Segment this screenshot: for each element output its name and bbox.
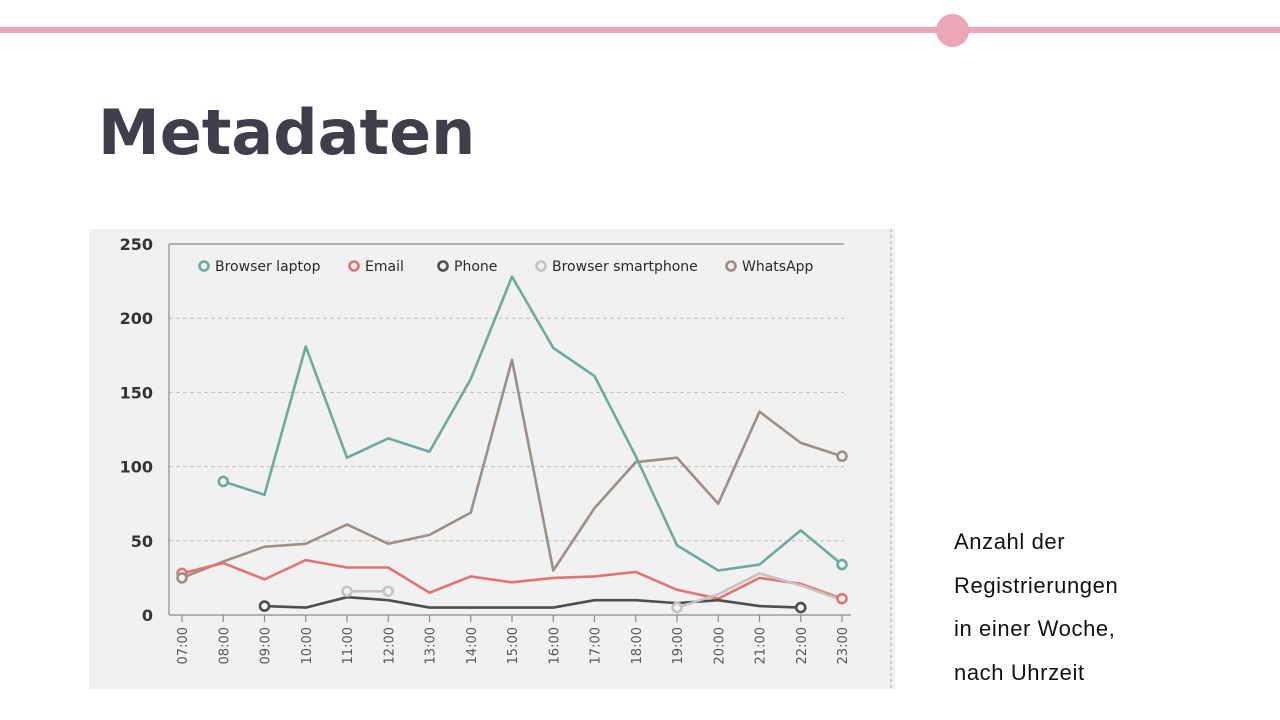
- y-tick-label: 50: [131, 532, 153, 551]
- x-tick-label: 19:00: [671, 627, 686, 664]
- legend-label: Browser laptop: [215, 259, 321, 275]
- legend-item: Browser laptop: [198, 259, 321, 275]
- x-tick-label: 20:00: [712, 627, 727, 664]
- caption-line: nach Uhrzeit: [954, 659, 1085, 685]
- x-tick-label: 18:00: [630, 627, 645, 664]
- x-tick-label: 11:00: [341, 627, 356, 664]
- series-marker: [258, 600, 271, 612]
- legend-label: Email: [365, 259, 404, 275]
- page-title: Metadaten: [98, 96, 476, 169]
- chart-legend: Browser laptop Email Phone Browser smartpho…: [198, 259, 814, 275]
- series-line-browser-smartphone: [675, 572, 844, 609]
- series-lines: [180, 275, 844, 609]
- x-tick-label: 09:00: [259, 627, 274, 664]
- chart-caption: Anzahl der Registrierungen in einer Woch…: [954, 520, 1214, 694]
- legend-marker: [725, 260, 737, 272]
- y-tick-label: 200: [120, 309, 153, 328]
- x-tick-label: 12:00: [382, 627, 397, 664]
- legend-item: Phone: [437, 259, 497, 275]
- legend-label: WhatsApp: [742, 259, 814, 275]
- legend-item: WhatsApp: [725, 259, 814, 275]
- legend-item: Email: [348, 259, 404, 275]
- top-accent-line: [0, 27, 1280, 33]
- series-marker: [217, 475, 230, 488]
- y-tick-label: 100: [120, 458, 153, 477]
- series-marker: [671, 601, 683, 614]
- legend-marker: [437, 260, 449, 272]
- series-line-whatsapp: [180, 358, 844, 580]
- series-marker: [836, 592, 848, 605]
- x-tick-label: 08:00: [217, 627, 232, 664]
- x-tick-label: 16:00: [547, 627, 562, 664]
- x-tick-label: 07:00: [176, 627, 191, 664]
- x-tick-label: 22:00: [795, 627, 810, 664]
- y-tick-label: 250: [120, 235, 153, 254]
- series-marker: [794, 601, 807, 614]
- gridlines: [169, 243, 844, 542]
- chart-panel: 0 50 100 150 200 250 07:00 08:00 09:00 10:00 11:00…: [89, 229, 895, 689]
- series-line-email: [180, 558, 844, 600]
- x-tick-label: 15:00: [506, 627, 521, 664]
- series-marker: [176, 572, 188, 584]
- axes: 0 50 100 150 200 250 07:00 08:00 09:00 10:00 11:00…: [120, 235, 851, 664]
- caption-line: Anzahl der: [954, 529, 1066, 554]
- series-markers: [176, 450, 848, 614]
- y-tick-label: 150: [120, 383, 153, 402]
- caption-line: in einer Woche,: [954, 616, 1116, 641]
- legend-label: Browser smartphone: [552, 259, 698, 275]
- legend-label: Phone: [454, 259, 497, 275]
- series-marker: [836, 450, 848, 463]
- series-marker: [341, 585, 353, 598]
- y-tick-label: 0: [142, 606, 153, 625]
- series-marker: [382, 585, 395, 598]
- x-tick-label: 17:00: [589, 627, 604, 664]
- series-marker: [836, 558, 848, 571]
- top-accent-dot: [936, 14, 969, 47]
- x-tick-label: 23:00: [836, 627, 851, 664]
- x-tick-label: 13:00: [424, 627, 439, 664]
- x-tick-label: 14:00: [465, 627, 480, 664]
- series-line-phone: [263, 595, 803, 609]
- line-chart: 0 50 100 150 200 250 07:00 08:00 09:00 10:00 11:00…: [120, 229, 892, 689]
- x-tick-label: 21:00: [754, 627, 769, 664]
- legend-item: Browser smartphone: [535, 259, 698, 275]
- x-tick-label: 10:00: [300, 627, 315, 664]
- legend-marker: [348, 260, 360, 272]
- series-line-browser-laptop: [221, 275, 844, 572]
- legend-marker: [535, 260, 547, 272]
- caption-line: Registrierungen: [954, 572, 1119, 598]
- legend-marker: [198, 260, 210, 272]
